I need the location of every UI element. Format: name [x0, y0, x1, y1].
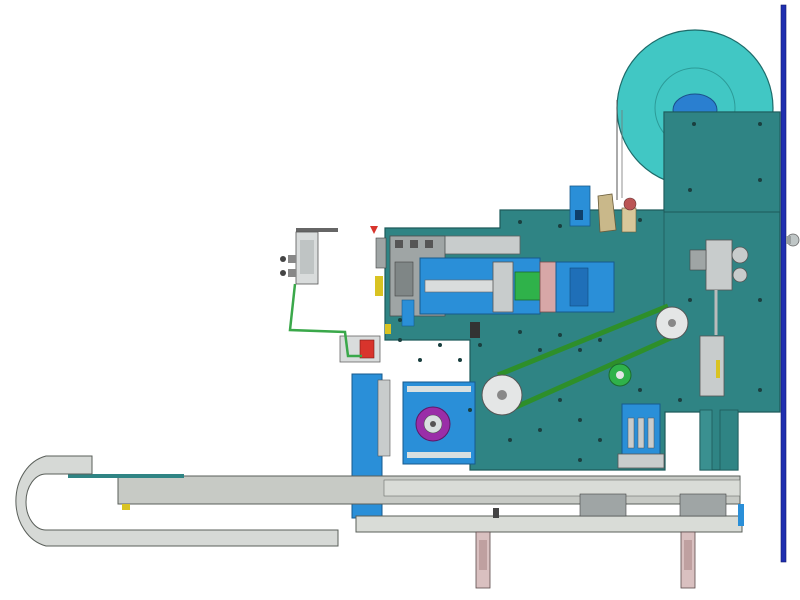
upright-bar [780, 4, 787, 563]
slide-guide [389, 235, 521, 317]
rotary-cam-housing [402, 381, 476, 465]
fasteners [398, 122, 762, 462]
base-rails [68, 474, 744, 533]
cable-chain [15, 455, 339, 547]
drive-belt [481, 303, 689, 416]
air-hose [288, 283, 362, 358]
linear-actuator [419, 257, 615, 315]
valve-block [689, 239, 749, 397]
punch-assembly [617, 403, 665, 469]
air-cylinder [280, 228, 338, 285]
support-pins [475, 508, 696, 589]
